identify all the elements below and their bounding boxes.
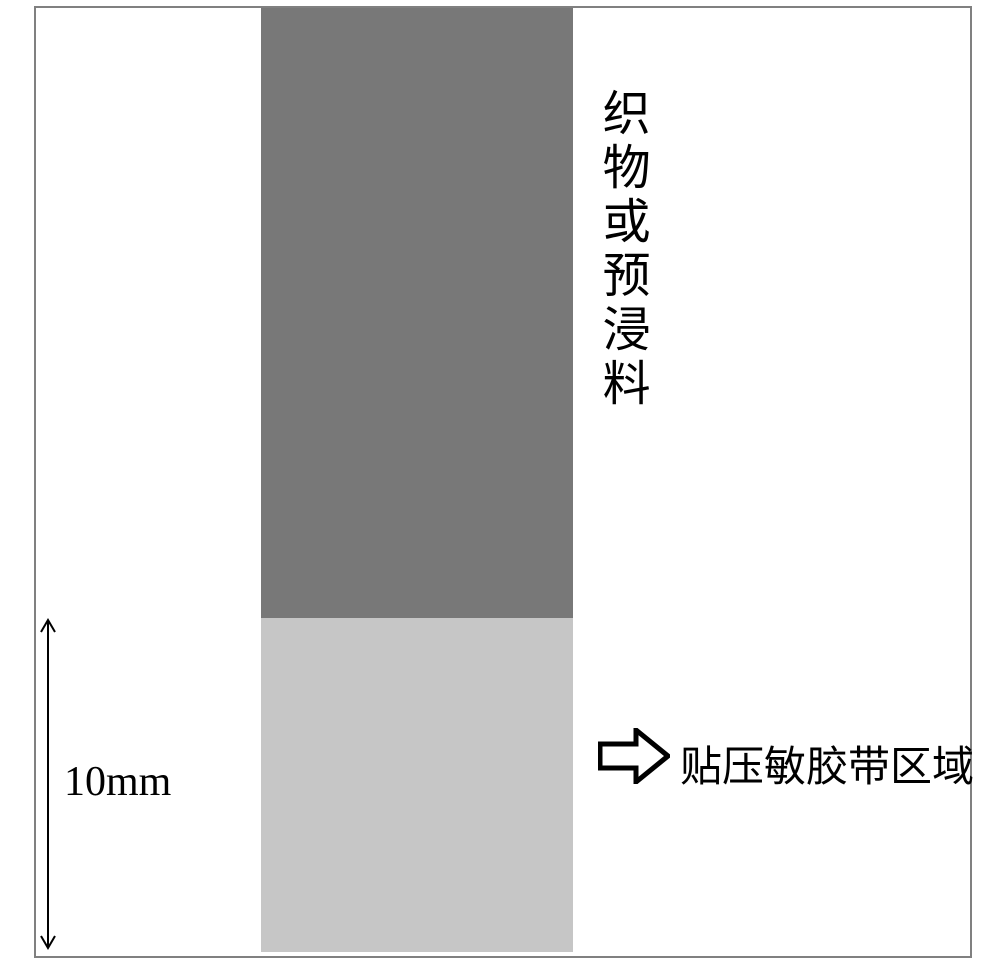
lower-region-rect bbox=[261, 618, 573, 952]
dimension-line bbox=[38, 618, 60, 950]
dimension-label: 10mm bbox=[64, 758, 171, 806]
upper-region-rect bbox=[261, 8, 573, 618]
upper-region-label: 织物或预浸料 bbox=[592, 88, 650, 412]
arrow-icon bbox=[598, 728, 670, 784]
lower-region-label: 贴压敏胶带区域 bbox=[680, 733, 974, 794]
